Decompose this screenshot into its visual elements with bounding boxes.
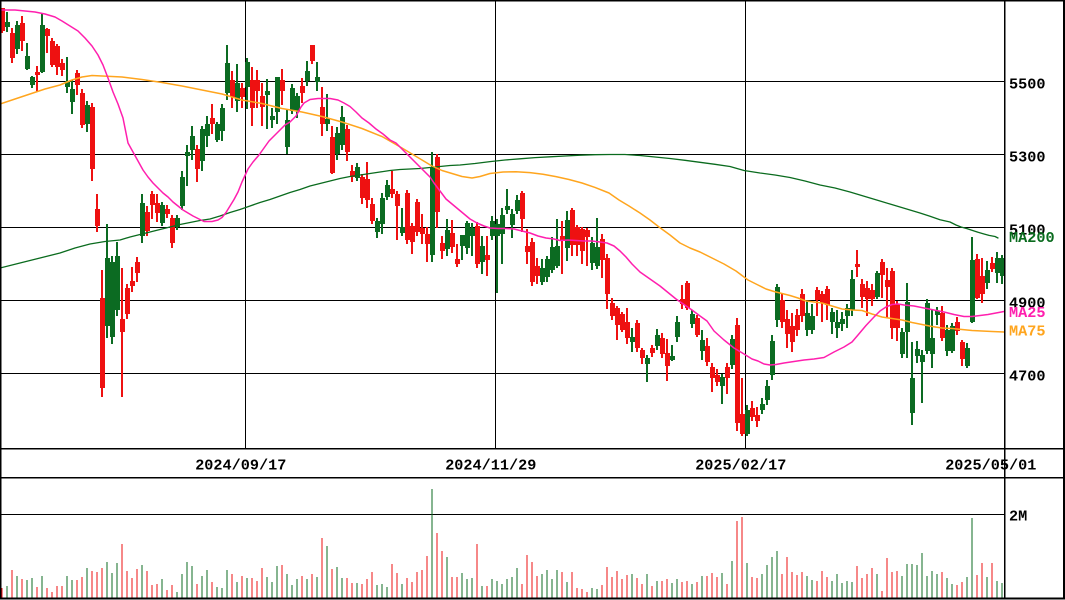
svg-text:4700: 4700: [1009, 368, 1045, 386]
svg-text:2025/02/17: 2025/02/17: [695, 457, 786, 475]
svg-text:2M: 2M: [1009, 508, 1027, 526]
svg-text:2024/11/29: 2024/11/29: [445, 457, 536, 475]
svg-text:4900: 4900: [1009, 295, 1045, 313]
svg-text:5500: 5500: [1009, 76, 1045, 94]
svg-text:MA25: MA25: [1009, 304, 1045, 322]
svg-text:MA75: MA75: [1009, 323, 1045, 341]
svg-text:2025/05/01: 2025/05/01: [945, 457, 1036, 475]
svg-text:5100: 5100: [1009, 222, 1045, 240]
svg-text:5300: 5300: [1009, 149, 1045, 167]
svg-text:MA200: MA200: [1009, 229, 1055, 247]
svg-text:2024/09/17: 2024/09/17: [195, 457, 286, 475]
